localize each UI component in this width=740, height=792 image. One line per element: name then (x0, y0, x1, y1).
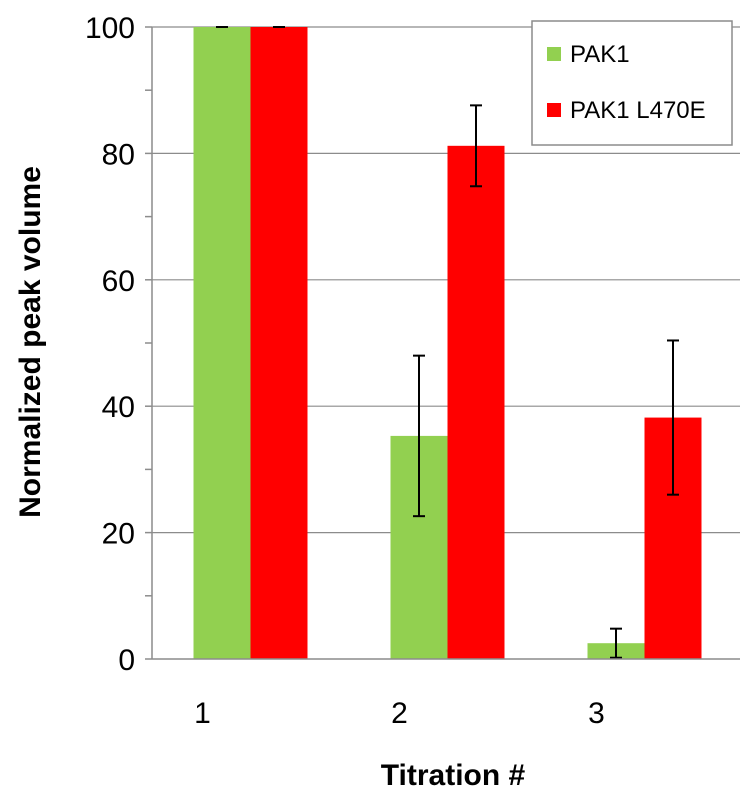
y-tick-label: 20 (102, 518, 135, 551)
legend-label: PAK1 L470E (570, 97, 706, 124)
error-bar-pak1-2 (413, 354, 425, 518)
x-tick-label: 3 (588, 697, 605, 730)
bar-layer (193, 27, 702, 660)
x-axis-title: Titration # (381, 759, 526, 787)
legend-box (531, 20, 733, 146)
y-tick-label: 100 (85, 12, 135, 45)
error-bar-pak1-l470e-3 (667, 339, 679, 496)
axis-layer: 0 20 40 60 80 100 1 2 3 Titration # Normalized pea… (14, 12, 740, 792)
legend-item-pak1: PAK1 (547, 41, 630, 68)
error-bar-pak1-3 (610, 627, 622, 659)
bar-pak1-1 (193, 27, 251, 659)
y-tick-label: 60 (102, 265, 135, 298)
x-tick-label: 1 (194, 697, 211, 730)
error-bar-layer (216, 26, 679, 659)
error-bar-pak1-l470e-2 (470, 104, 482, 188)
bar-pak1-l470e-1 (250, 27, 308, 659)
x-tick-label: 2 (391, 697, 408, 730)
y-axis-title: Normalized peak volume (14, 166, 47, 518)
legend: PAK1 PAK1 L470E (531, 20, 733, 146)
bar-pak1-l470e-2 (447, 145, 505, 660)
y-tick-label: 0 (118, 644, 135, 677)
legend-label: PAK1 (570, 41, 630, 68)
y-tick-label: 80 (102, 138, 135, 171)
legend-item-pak1-l470e: PAK1 L470E (547, 97, 706, 124)
legend-swatch (547, 47, 561, 61)
y-tick-label: 40 (102, 391, 135, 424)
legend-swatch (547, 103, 561, 117)
